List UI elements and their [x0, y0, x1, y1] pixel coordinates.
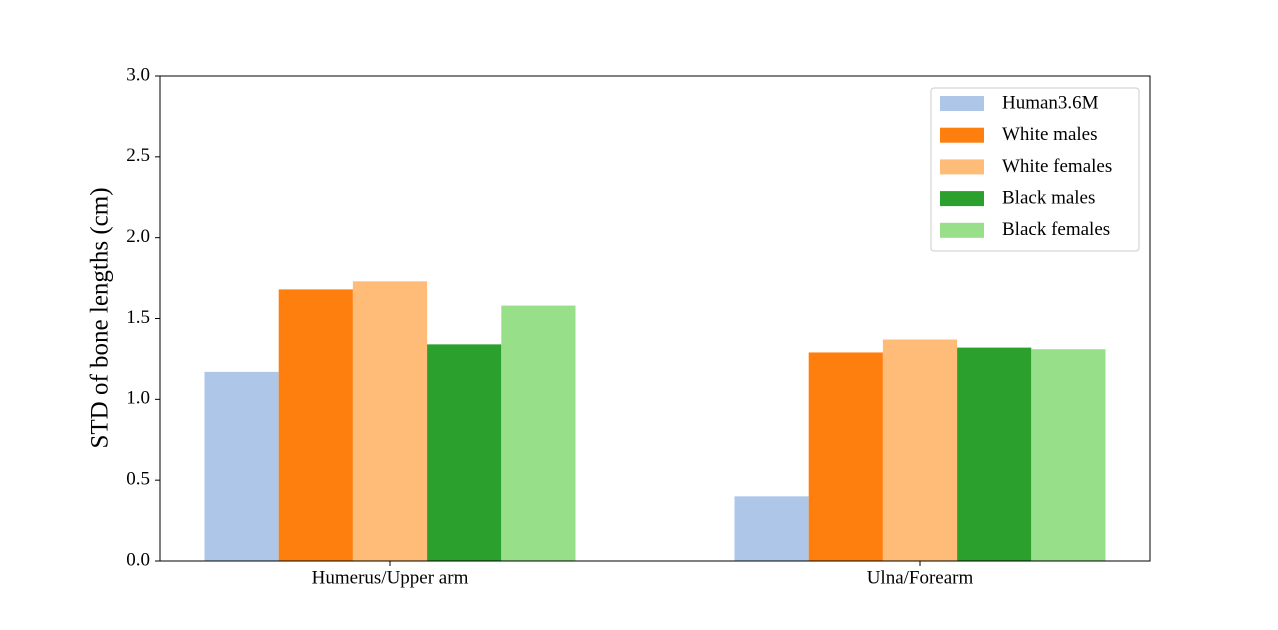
y-tick-label: 1.0 — [126, 388, 150, 409]
bar — [204, 371, 279, 561]
legend-label: Black females — [1002, 219, 1110, 240]
bar — [427, 344, 502, 561]
y-tick-label: 3.0 — [126, 64, 150, 85]
bar — [1031, 349, 1106, 561]
legend-swatch — [940, 191, 984, 207]
legend-label: Black males — [1002, 187, 1095, 208]
bar — [808, 352, 883, 561]
legend-swatch — [940, 127, 984, 143]
y-tick-label: 2.0 — [126, 226, 150, 247]
y-axis-label: STD of bone lengths (cm) — [87, 187, 114, 448]
y-tick-label: 0.0 — [126, 549, 150, 570]
bar — [501, 305, 576, 561]
legend-label: White males — [1002, 124, 1098, 145]
y-tick-label: 0.5 — [126, 469, 150, 490]
bar — [734, 496, 809, 561]
legend-label: White females — [1002, 156, 1112, 177]
legend-label: Human3.6M — [1002, 92, 1099, 113]
legend-swatch — [940, 96, 984, 111]
legend-swatch — [940, 159, 984, 175]
bar — [278, 289, 353, 561]
y-tick-label: 1.5 — [126, 307, 150, 328]
bar — [957, 347, 1032, 561]
legend-swatch — [940, 222, 984, 238]
plot-frame — [159, 75, 1151, 562]
x-tick-label: Ulna/Forearm — [867, 567, 974, 588]
bar — [352, 281, 428, 561]
y-tick-label: 2.5 — [126, 145, 150, 166]
x-tick-label: Humerus/Upper arm — [312, 567, 469, 588]
bar — [882, 339, 958, 561]
